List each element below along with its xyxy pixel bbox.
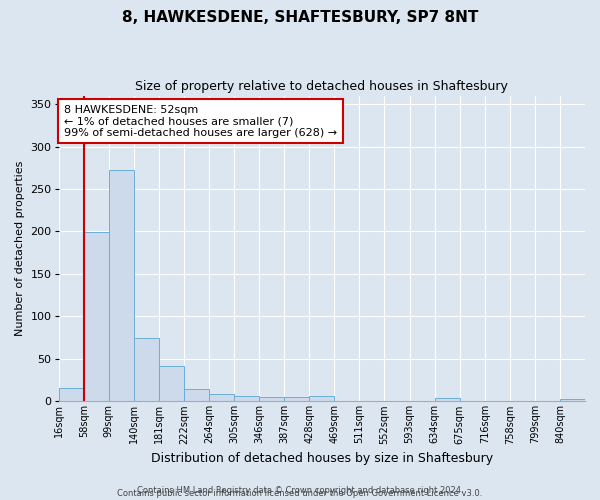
Bar	[159, 366, 184, 402]
Bar	[259, 397, 284, 402]
Bar	[560, 399, 585, 402]
Text: Contains HM Land Registry data © Crown copyright and database right 2024.: Contains HM Land Registry data © Crown c…	[137, 486, 463, 495]
Y-axis label: Number of detached properties: Number of detached properties	[15, 161, 25, 336]
Bar	[109, 170, 134, 402]
Bar	[234, 396, 259, 402]
Bar	[309, 396, 334, 402]
Text: 8, HAWKESDENE, SHAFTESBURY, SP7 8NT: 8, HAWKESDENE, SHAFTESBURY, SP7 8NT	[122, 10, 478, 25]
Bar	[59, 388, 83, 402]
Bar	[134, 338, 159, 402]
Title: Size of property relative to detached houses in Shaftesbury: Size of property relative to detached ho…	[136, 80, 508, 93]
Text: Contains public sector information licensed under the Open Government Licence v3: Contains public sector information licen…	[118, 488, 482, 498]
Bar	[184, 388, 209, 402]
X-axis label: Distribution of detached houses by size in Shaftesbury: Distribution of detached houses by size …	[151, 452, 493, 465]
Bar	[83, 232, 109, 402]
Bar	[209, 394, 234, 402]
Bar	[434, 398, 460, 402]
Bar	[284, 397, 309, 402]
Text: 8 HAWKESDENE: 52sqm
← 1% of detached houses are smaller (7)
99% of semi-detached: 8 HAWKESDENE: 52sqm ← 1% of detached hou…	[64, 104, 337, 138]
